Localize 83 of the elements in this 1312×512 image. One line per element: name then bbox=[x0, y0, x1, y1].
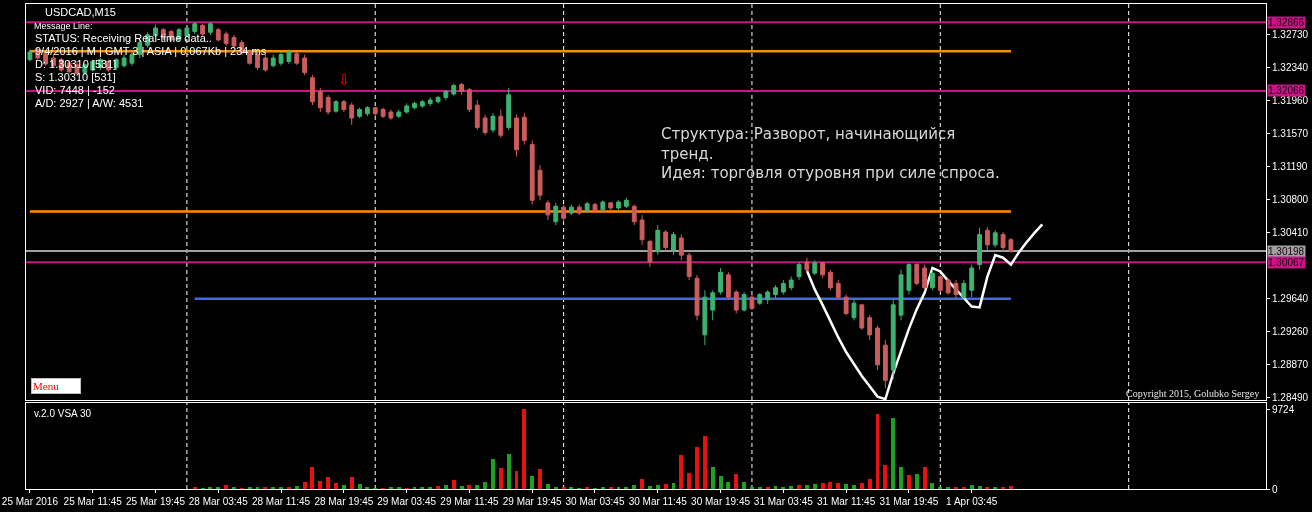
bar bbox=[970, 485, 974, 489]
bar bbox=[483, 482, 487, 489]
bar bbox=[475, 485, 479, 489]
x-tick-label: 29 Mar 11:45 bbox=[440, 496, 499, 507]
bar bbox=[836, 483, 840, 489]
bar bbox=[632, 485, 636, 489]
bar bbox=[515, 471, 518, 489]
bar bbox=[828, 482, 832, 489]
bar bbox=[821, 483, 825, 489]
bar bbox=[522, 409, 526, 489]
bar bbox=[530, 476, 534, 489]
bar bbox=[640, 479, 644, 489]
bar bbox=[452, 480, 456, 489]
bar bbox=[844, 484, 848, 489]
bar bbox=[868, 479, 872, 489]
x-tick-label: 31 Mar 19:45 bbox=[879, 496, 939, 507]
bar bbox=[679, 455, 683, 489]
bar bbox=[672, 483, 675, 489]
bar bbox=[813, 484, 817, 489]
bar bbox=[734, 474, 738, 489]
bar bbox=[460, 486, 464, 489]
x-tick-label: 25 Mar 19:45 bbox=[126, 496, 186, 507]
bar bbox=[789, 486, 793, 489]
x-tick-label: 1 Apr 03:45 bbox=[946, 496, 998, 507]
bar bbox=[538, 469, 542, 489]
bar bbox=[899, 467, 903, 489]
bar bbox=[656, 485, 660, 489]
bar bbox=[726, 482, 730, 489]
y-tick-label: 0 bbox=[1272, 483, 1278, 495]
x-tick-label: 28 Mar 03:45 bbox=[188, 496, 249, 507]
bar bbox=[334, 483, 338, 489]
bar bbox=[507, 454, 511, 489]
bar bbox=[978, 486, 982, 489]
x-tick-label: 25 Mar 11:45 bbox=[63, 496, 123, 507]
bar bbox=[852, 485, 856, 489]
bar bbox=[310, 467, 314, 489]
bar bbox=[1009, 486, 1013, 489]
x-tick-label: 31 Mar 03:45 bbox=[753, 496, 814, 507]
bar bbox=[546, 484, 550, 489]
text: v.2.0 VSA 30 bbox=[34, 408, 92, 419]
bar bbox=[891, 418, 895, 489]
bar bbox=[342, 485, 346, 489]
x-tick-label: 28 Mar 19:45 bbox=[314, 496, 374, 507]
bar bbox=[774, 486, 777, 489]
bar bbox=[224, 485, 228, 489]
x-tick-label: 31 Mar 11:45 bbox=[817, 496, 876, 507]
x-tick-label: 25 Mar 2016 bbox=[1, 496, 59, 507]
bar bbox=[318, 481, 322, 489]
bar bbox=[907, 475, 911, 489]
bar bbox=[695, 447, 699, 489]
x-tick-label: 29 Mar 03:45 bbox=[377, 496, 437, 507]
bar bbox=[499, 468, 503, 489]
bar bbox=[797, 485, 801, 489]
y-tick-label: 9724 bbox=[1272, 403, 1295, 415]
bar bbox=[930, 483, 934, 489]
bar bbox=[436, 486, 440, 489]
bar bbox=[805, 485, 809, 489]
x-tick-label: 30 Mar 19:45 bbox=[691, 496, 751, 507]
bar bbox=[303, 482, 307, 489]
bar bbox=[358, 484, 362, 489]
bar bbox=[664, 484, 668, 489]
x-tick-label: 30 Mar 03:45 bbox=[565, 496, 625, 507]
bar bbox=[295, 486, 299, 489]
bar bbox=[687, 473, 691, 489]
bar bbox=[860, 483, 864, 489]
bar bbox=[444, 485, 448, 489]
bar bbox=[711, 467, 715, 489]
x-tick-label: 30 Mar 11:45 bbox=[628, 496, 688, 507]
bar bbox=[467, 485, 471, 489]
bar bbox=[719, 476, 723, 489]
bar bbox=[648, 486, 652, 489]
bar bbox=[491, 459, 495, 489]
bar bbox=[350, 477, 354, 489]
bar bbox=[326, 477, 330, 489]
bar bbox=[915, 474, 919, 489]
bar bbox=[703, 436, 707, 489]
x-tick-label: 28 Mar 11:45 bbox=[251, 496, 311, 507]
bar bbox=[923, 467, 927, 489]
candlestick bbox=[27, 48, 33, 62]
bar bbox=[742, 482, 746, 489]
bar bbox=[883, 465, 887, 489]
x-tick-label: 29 Mar 19:45 bbox=[502, 496, 563, 507]
bar bbox=[876, 414, 879, 489]
